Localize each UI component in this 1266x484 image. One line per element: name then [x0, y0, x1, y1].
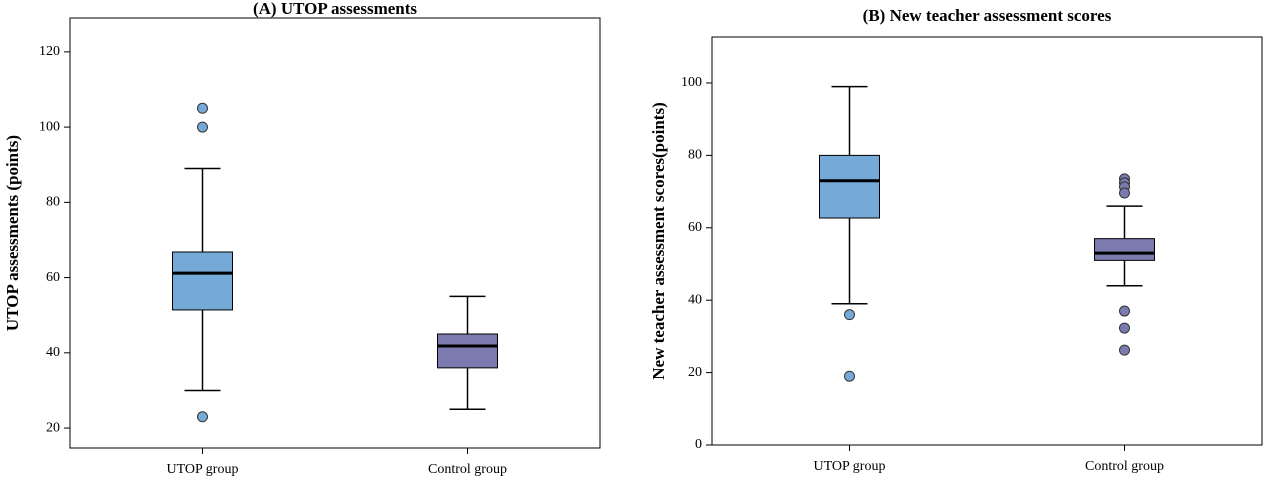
x-tick-label: UTOP group	[814, 459, 886, 474]
y-tick-label: 100	[681, 75, 702, 90]
x-tick-label: UTOP group	[167, 462, 239, 477]
outlier	[1119, 344, 1130, 356]
x-tick-label: Control group	[1085, 459, 1164, 474]
outlier	[1119, 187, 1130, 199]
chart-title: (B) New teacher assessment scores	[863, 6, 1112, 25]
y-tick-label: 0	[695, 437, 702, 452]
y-axis-label: New teacher assessment scores(points)	[649, 102, 668, 379]
outlier	[1119, 305, 1130, 317]
box	[1094, 238, 1155, 261]
y-tick-label: 80	[688, 148, 702, 163]
outlier	[197, 121, 208, 133]
y-tick-label: 60	[688, 220, 702, 235]
outlier	[844, 309, 855, 321]
outlier	[844, 370, 855, 382]
y-tick-label: 100	[39, 119, 60, 134]
y-tick-label: 60	[46, 270, 60, 285]
y-tick-label: 40	[688, 292, 702, 307]
y-tick-label: 20	[688, 365, 702, 380]
x-tick-label: Control group	[428, 462, 507, 477]
y-tick-label: 40	[46, 345, 60, 360]
box	[437, 333, 498, 369]
outlier	[197, 411, 208, 423]
y-tick-label: 80	[46, 195, 60, 210]
box	[819, 154, 880, 219]
plot-frame	[711, 36, 1263, 446]
outlier	[197, 102, 208, 114]
chart-title: (A) UTOP assessments	[253, 0, 417, 18]
y-tick-label: 20	[46, 420, 60, 435]
y-tick-label: 120	[39, 44, 60, 59]
y-axis-label: UTOP assessments (points)	[3, 135, 22, 331]
box	[172, 251, 233, 311]
outlier	[1119, 322, 1130, 334]
plot-frame	[69, 17, 601, 449]
